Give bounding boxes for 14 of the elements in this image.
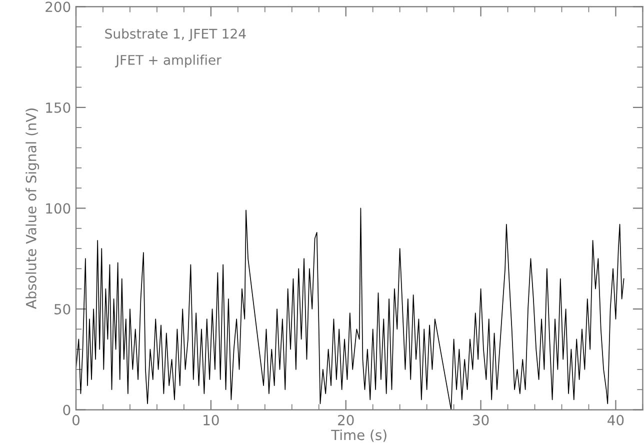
annotation: Substrate 1, JFET 124 — [105, 28, 246, 42]
x-tick-label: 30 — [473, 414, 489, 426]
y-tick-label: 100 — [46, 203, 70, 214]
x-tick-label: 40 — [608, 414, 624, 426]
y-tick-label: 0 — [63, 404, 70, 416]
y-tick-label: 50 — [54, 304, 70, 314]
y-tick-label: 150 — [46, 102, 70, 113]
x-tick-label: 10 — [204, 414, 219, 426]
y-axis-title: Absolute Value of Signal (nV) — [26, 108, 40, 309]
annotation: JFET + amplifier — [114, 54, 222, 68]
x-axis-title: Time (s) — [331, 429, 386, 442]
y-tick-label: 200 — [46, 2, 70, 12]
x-tick-label: 0 — [72, 414, 80, 426]
x-tick-label: 20 — [338, 414, 354, 426]
